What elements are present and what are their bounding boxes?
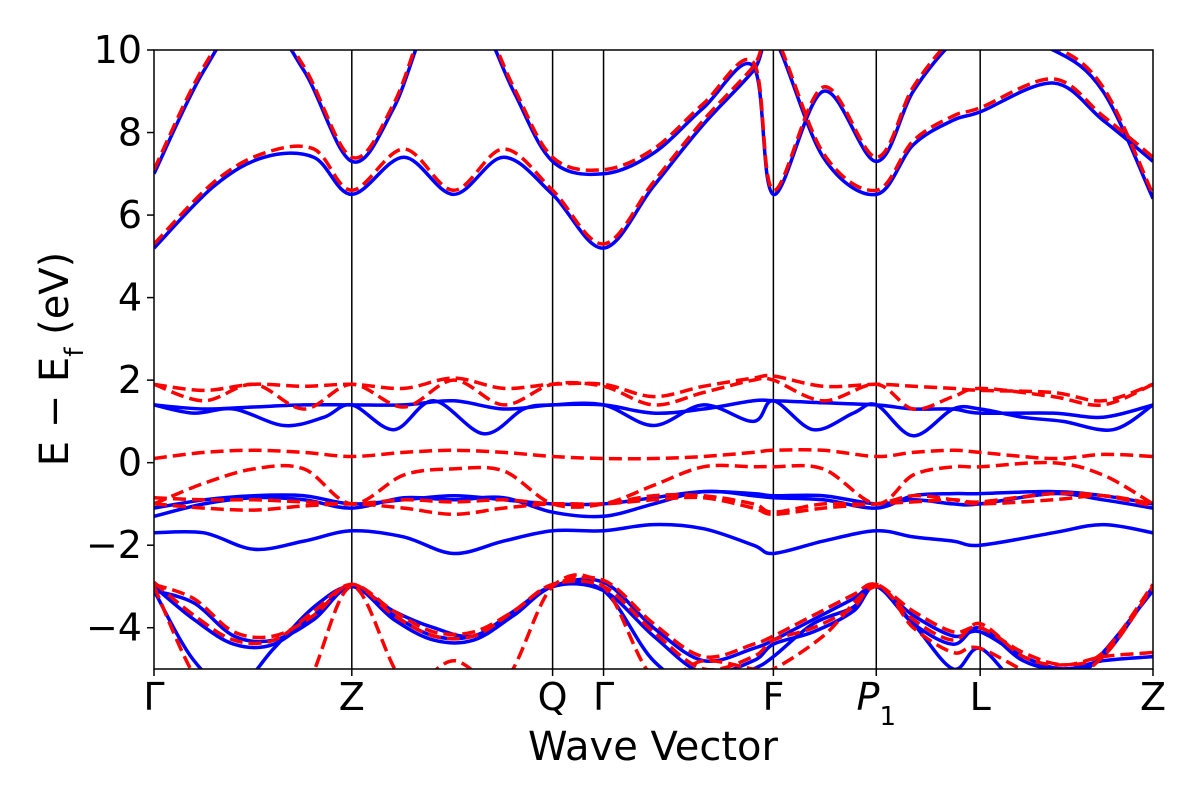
kpoint-lines (351, 50, 981, 669)
blue-band-line (154, 577, 1153, 669)
x-ticks: Γ Z Q Γ F P1 L Z (143, 669, 1166, 732)
x-tick-label: L (970, 675, 991, 719)
red-band-line (154, 50, 1153, 246)
red-band-line (154, 448, 1153, 461)
y-tick-label: 2 (118, 358, 142, 402)
blue-band-line (154, 489, 1153, 510)
red-band-line (154, 376, 1153, 411)
x-tick-label-subscript: 1 (879, 702, 896, 732)
y-tick-label: −4 (86, 606, 142, 650)
x-tick-label: Γ (593, 675, 614, 719)
y-tick-label: 8 (118, 111, 142, 155)
x-tick-label: F (762, 675, 784, 719)
plot-frame (153, 49, 1154, 670)
blue-band-line (154, 50, 1153, 250)
x-tick-label: P1 (857, 675, 896, 732)
blue-band-line (154, 50, 1153, 200)
red-band-line (154, 573, 1153, 669)
y-tick-label: 0 (118, 441, 142, 485)
y-axis-title-unit: (eV) (32, 252, 78, 348)
y-tick-label: 10 (94, 28, 142, 72)
x-tick-label: Q (538, 675, 568, 719)
blue-band-line (154, 398, 1153, 420)
x-tick-label: Γ (143, 675, 164, 719)
x-tick-label: Z (339, 675, 365, 719)
blue-band-line (154, 399, 1153, 438)
y-ticks: 10 8 6 4 2 0 −2 −4 (86, 28, 154, 650)
red-band-line (154, 579, 1153, 669)
red-band-line (154, 575, 1153, 667)
red-band-line (154, 460, 1153, 509)
y-tick-label: 4 (118, 276, 142, 320)
x-axis-title: Wave Vector (528, 724, 779, 770)
y-axis-title: E − Ef (eV) (32, 252, 90, 467)
blue-band-line (154, 522, 1153, 556)
x-tick-label-main: P (857, 675, 880, 719)
y-axis-title-subscript: f (60, 347, 90, 357)
bands (154, 50, 1153, 669)
red-band-line (154, 491, 1153, 517)
red-band-line (154, 50, 1153, 196)
y-tick-label: 6 (118, 193, 142, 237)
y-tick-label: −2 (86, 523, 142, 567)
x-tick-label: Z (1140, 675, 1166, 719)
y-axis-title-main: E − E (32, 357, 78, 467)
